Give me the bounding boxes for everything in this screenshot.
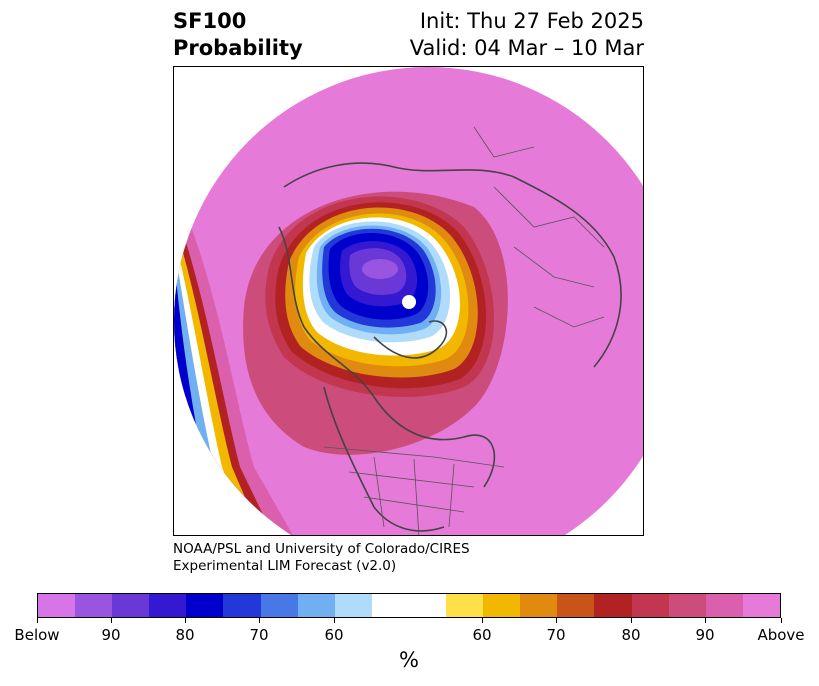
colorbar-segment [186, 594, 224, 617]
colorbar-segment [223, 594, 261, 617]
colorbar-tick-label: 80 [175, 626, 195, 644]
colorbar-tick-label: 80 [621, 626, 641, 644]
colorbar-tick-mark [334, 618, 335, 623]
colorbar-unit: % [399, 648, 419, 672]
colorbar-segment [742, 594, 780, 617]
colorbar-segment [334, 594, 372, 617]
colorbar-tick-label: 90 [695, 626, 715, 644]
colorbar-tick-mark [259, 618, 260, 623]
colorbar-tick-mark [185, 618, 186, 623]
colorbar-segment [38, 594, 76, 617]
forecast-dates: Init: Thu 27 Feb 2025 Valid: 04 Mar – 10… [410, 8, 644, 62]
valid-range: Valid: 04 Mar – 10 Mar [409, 36, 644, 60]
colorbar-tick-mark [705, 618, 706, 623]
field-negative-core [362, 259, 398, 279]
colorbar-segment [446, 594, 484, 617]
colorbar-segment [75, 594, 113, 617]
colorbar-tick-mark [111, 618, 112, 623]
colorbar-tick-label: Above [757, 626, 805, 644]
colorbar-tick-label: Below [14, 626, 60, 644]
pole-marker [402, 295, 416, 309]
colorbar-segment [557, 594, 595, 617]
colorbar-segment [520, 594, 558, 617]
colorbar-segment [483, 594, 521, 617]
colorbar-tick-mark [631, 618, 632, 623]
map-frame [173, 66, 644, 536]
colorbar-segment [297, 594, 335, 617]
colorbar-tick-label: 70 [249, 626, 269, 644]
variable-name: SF100 [173, 9, 247, 33]
colorbar [37, 593, 781, 618]
colorbar-segment [408, 594, 447, 617]
colorbar-tick-mark [781, 618, 782, 623]
colorbar-tick-label: 60 [324, 626, 344, 644]
map-title: SF100 Probability [173, 8, 303, 62]
colorbar-tick-label: 60 [472, 626, 492, 644]
init-date: Init: Thu 27 Feb 2025 [419, 9, 644, 33]
colorbar-tick-mark [482, 618, 483, 623]
colorbar-tick-label: 90 [101, 626, 121, 644]
colorbar-segment [668, 594, 706, 617]
colorbar-tick-label: 70 [546, 626, 566, 644]
colorbar-segment [594, 594, 632, 617]
colorbar-segment [371, 594, 409, 617]
probability-map [174, 67, 643, 535]
colorbar-tick-mark [556, 618, 557, 623]
colorbar-segment [631, 594, 669, 617]
colorbar-tick-mark [37, 618, 38, 623]
political-borders [323, 126, 605, 535]
colorbar-segment [112, 594, 150, 617]
product-name: Probability [173, 36, 303, 60]
coastlines [278, 162, 622, 532]
colorbar-segment [705, 594, 743, 617]
colorbar-segment [149, 594, 187, 617]
data-credit: NOAA/PSL and University of Colorado/CIRE… [173, 541, 470, 575]
credit-line-2: Experimental LIM Forecast (v2.0) [173, 558, 397, 574]
colorbar-segment [260, 594, 298, 617]
credit-line-1: NOAA/PSL and University of Colorado/CIRE… [173, 541, 470, 557]
